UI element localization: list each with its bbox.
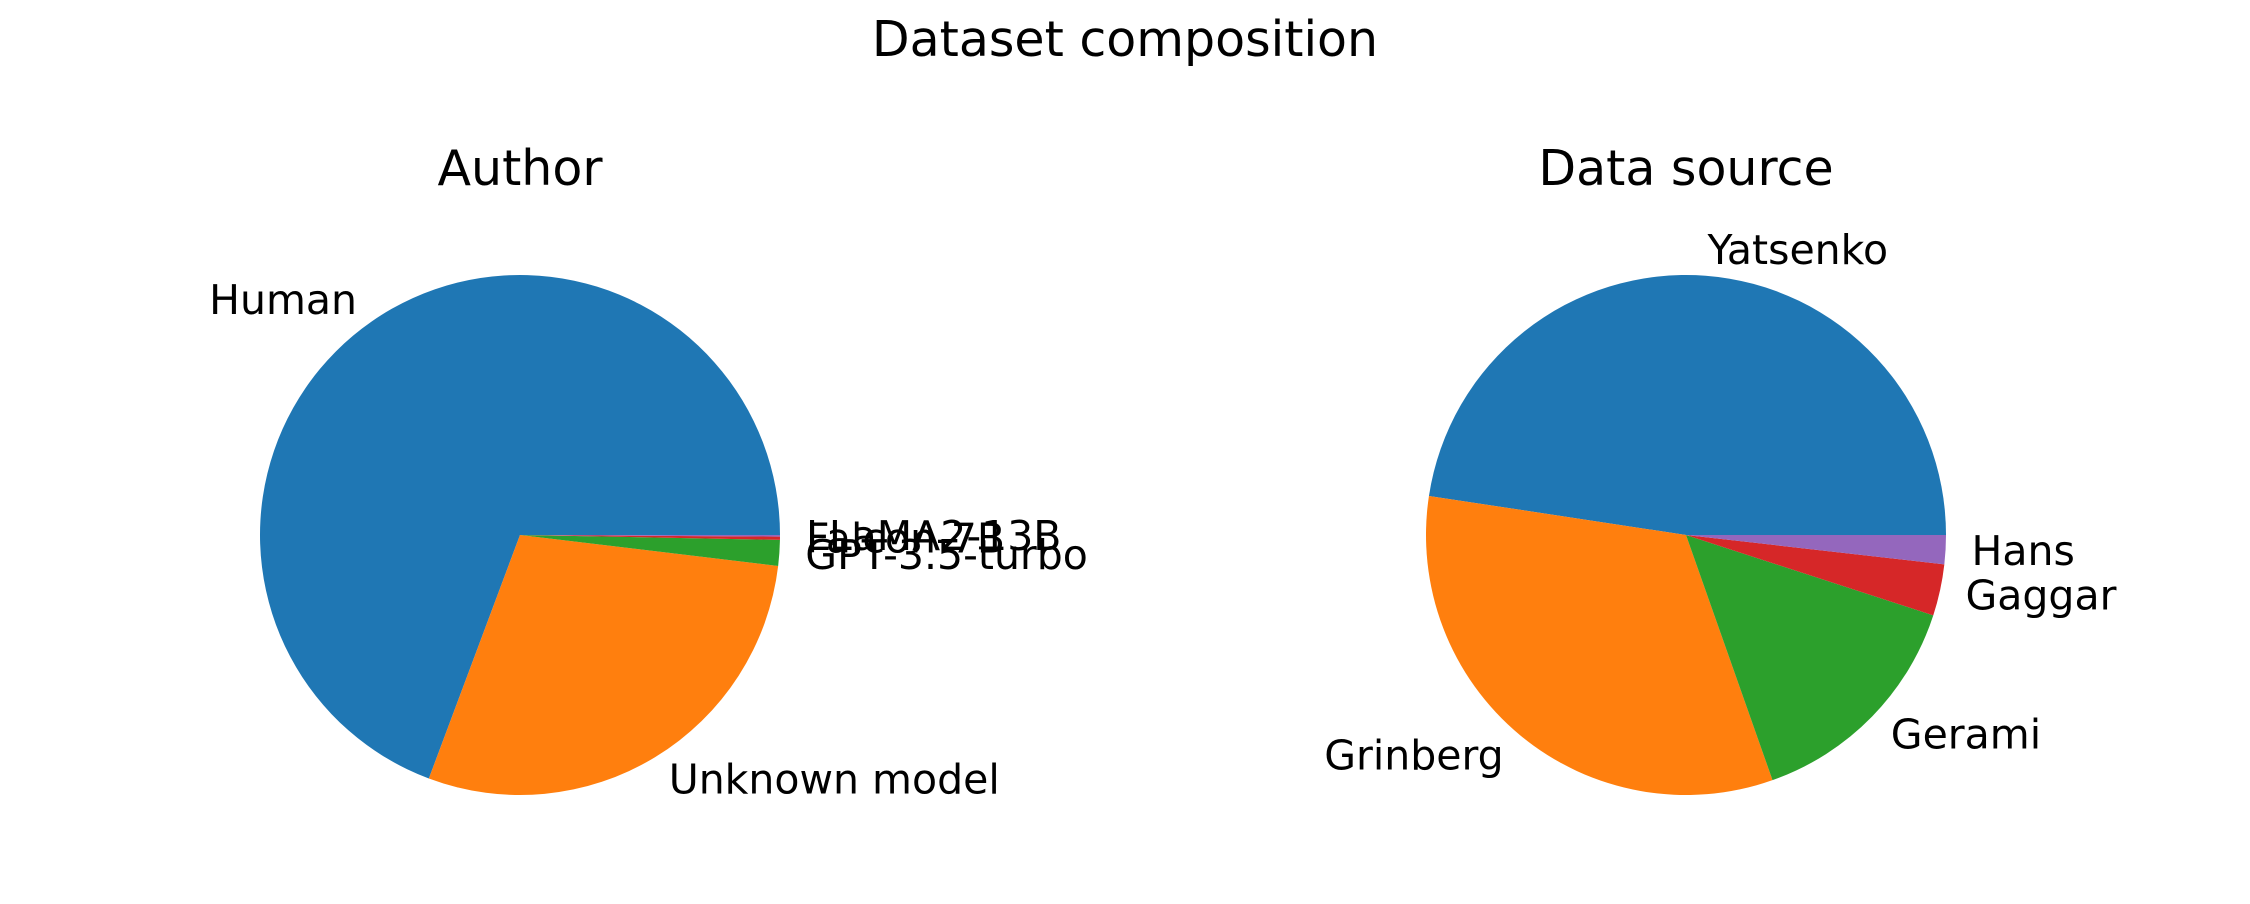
pie-slice-human: [259, 274, 780, 779]
pie-label: GPT-3.5-turbo: [805, 531, 1088, 579]
pie-slice-gerami: [1686, 535, 1934, 781]
pie-title: Data source: [1538, 140, 1833, 197]
pie-title: Author: [438, 140, 604, 197]
pie-slice-llama2-13b: [520, 535, 780, 537]
pie-label: Gaggar: [1966, 572, 2117, 620]
pie-chart-2: Data source Yatsenko Grinberg Gerami GaggarH…: [1324, 140, 2117, 796]
pie-label: Falcon-7B: [806, 515, 1005, 563]
pie-label: Human: [209, 276, 357, 324]
pie-label: Gerami: [1891, 711, 2041, 759]
pie-label: Grinberg: [1324, 731, 1503, 779]
figure-title: Dataset composition: [871, 11, 1379, 68]
pie-label: Unknown model: [669, 755, 1000, 803]
pie-slice-hans: [1686, 535, 1946, 565]
pie-slice-falcon-7b: [520, 535, 780, 540]
pie-slice-yatsenko: [1428, 274, 1946, 535]
pie-label: LLaMA2-13B: [806, 512, 1061, 560]
pie-slice-gpt-3-5-turbo: [520, 535, 780, 566]
pie-label: Hans: [1972, 527, 2075, 575]
pie-chart-1: Author Human Unknown model GPT-3.5-turboFal…: [209, 140, 1088, 803]
pie-slice-unknown-model: [428, 535, 779, 795]
pie-slice-gaggar: [1686, 535, 1945, 616]
pie-label: Yatsenko: [1707, 226, 1889, 274]
pie-slice-grinberg: [1425, 495, 1773, 796]
